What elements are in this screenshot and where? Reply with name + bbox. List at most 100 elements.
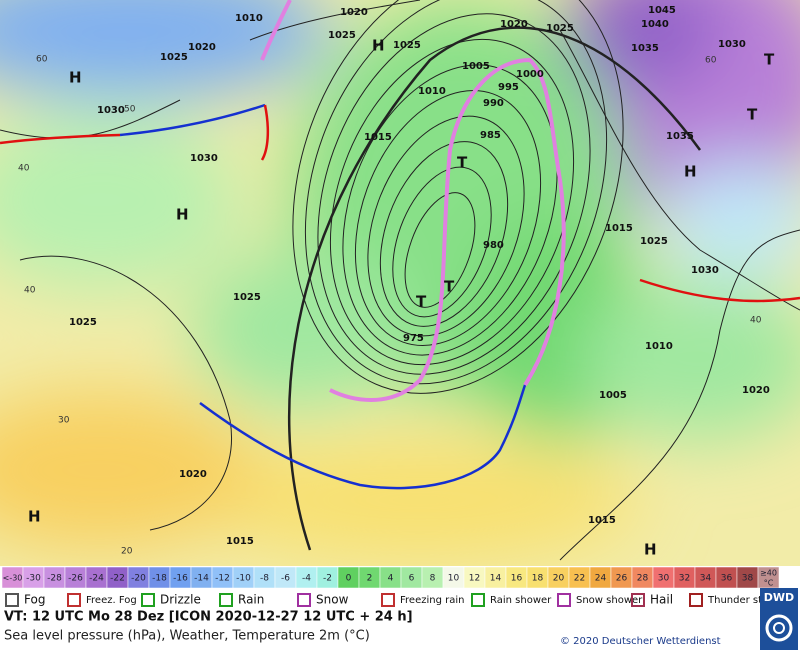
legend-label: Snow shower — [576, 595, 643, 606]
colorbar-label: -16 — [173, 574, 188, 584]
colorbar-label: -2 — [323, 574, 332, 584]
isobar-label: 1030 — [190, 153, 218, 164]
temperature-label: 40 — [750, 316, 762, 326]
temperature-field — [0, 0, 800, 560]
colorbar-label: 28 — [637, 574, 649, 584]
isobar-label: 1020 — [500, 19, 528, 30]
low-pressure: T — [444, 278, 455, 296]
colorbar-label: 16 — [511, 574, 523, 584]
copyright: © 2020 Deutscher Wetterdienst — [560, 636, 721, 647]
logo-swirl — [765, 614, 793, 642]
temperature-label: 40 — [18, 164, 30, 174]
legend-symbol — [471, 593, 485, 607]
map-labels: 1010 1020 1020 1025 1025 1025 1020 1025 … — [18, 5, 775, 559]
temperature-blob — [560, 0, 720, 90]
isobar-label: 1020 — [179, 469, 207, 480]
legend-label: Drizzle — [160, 593, 201, 607]
temperature-blob — [190, 250, 410, 410]
colorbar-label: -30 — [26, 574, 41, 584]
weather-legend: Fog Freez. Fog Drizzle Rain Snow Freezing rai… — [5, 593, 782, 607]
legend-label: Thunder storm — [707, 595, 782, 606]
isobar-label: 1015 — [605, 223, 633, 234]
isobar-label: 1025 — [546, 23, 574, 34]
isobar-label: 1015 — [364, 132, 392, 143]
isobar — [317, 13, 591, 375]
legend-symbol — [557, 593, 571, 607]
isobar-label: 1010 — [235, 13, 263, 24]
isobar-label: 1035 — [666, 131, 694, 142]
isobar-label: 980 — [483, 240, 504, 251]
isobar-label: 1035 — [631, 43, 659, 54]
isobar-label: 1025 — [393, 40, 421, 51]
colorbar-label: 20 — [553, 574, 565, 584]
temperature-label: 20 — [121, 547, 133, 557]
colorbar-label: 12 — [469, 574, 480, 584]
high-pressure: H — [28, 508, 41, 526]
valid-time: VT: 12 UTC Mo 28 Dez [ICON 2020-12-27 12… — [4, 610, 413, 625]
colorbar-label: 18 — [532, 574, 544, 584]
legend-label: Snow — [316, 593, 349, 607]
isobar-label: 1030 — [97, 105, 125, 116]
map-area — [0, 0, 800, 566]
legend-symbol — [689, 593, 703, 607]
isobar-label: 1015 — [588, 515, 616, 526]
isobar — [404, 192, 476, 308]
colorbar-label: -10 — [236, 574, 251, 584]
isobar-label: 1020 — [340, 7, 368, 18]
low-pressure: T — [747, 106, 758, 124]
colorbar-label: -22 — [110, 574, 125, 584]
isobar-label: 1025 — [160, 52, 188, 63]
isobar — [249, 0, 800, 311]
colorbar-label: -14 — [194, 574, 209, 584]
colorbar-label: 4 — [388, 574, 394, 584]
fronts — [0, 0, 800, 490]
isobar-label: 1005 — [462, 61, 490, 72]
isobar — [0, 99, 800, 561]
legend-symbol — [5, 593, 19, 607]
colorbar-label: 8 — [430, 574, 436, 584]
temperature-label: 50 — [124, 105, 136, 115]
temperature-label: 60 — [36, 55, 48, 65]
legend-label: Freez. Fog — [86, 595, 137, 606]
colorbar-label: -6 — [281, 574, 290, 584]
colorbar-label: -18 — [152, 574, 167, 584]
isobar-label: 1045 — [648, 5, 676, 16]
colorbar-label: 36 — [721, 574, 733, 584]
isobar-label: 1040 — [641, 19, 669, 30]
colorbar-label: -8 — [260, 574, 269, 584]
colorbar-label: <-30 — [3, 574, 23, 583]
colorbar-label: 38 — [742, 574, 754, 584]
temperature-blob — [660, 160, 800, 280]
isobar-label: 1010 — [418, 86, 446, 97]
colorbar-unit: °C — [764, 579, 774, 588]
temperature-blob — [200, 440, 640, 560]
low-pressure: T — [764, 51, 775, 69]
isobar — [392, 166, 492, 318]
colorbar-label: -24 — [89, 574, 104, 584]
low-pressure: T — [457, 154, 468, 172]
temperature-label: 60 — [705, 56, 717, 66]
isobar-label: 1005 — [599, 390, 627, 401]
cold-front — [119, 103, 266, 137]
legend-symbol — [67, 593, 81, 607]
legend-symbol — [631, 593, 645, 607]
isobar — [367, 115, 525, 337]
colorbar-label: 30 — [658, 574, 670, 584]
colorbar-label: -28 — [47, 574, 62, 584]
temperature-blob — [580, 280, 800, 440]
logo-swirl — [773, 622, 785, 634]
temperature-label: 30 — [58, 416, 70, 426]
temperature-blob — [0, 390, 260, 550]
isobar — [354, 90, 542, 346]
isobar-label: 995 — [498, 82, 519, 93]
temperature-blob — [0, 110, 240, 290]
colorbar-label: 24 — [595, 574, 607, 584]
high-pressure: H — [69, 69, 82, 87]
colorbar-label: 32 — [679, 574, 690, 584]
high-pressure: H — [372, 37, 385, 55]
colorbar-label: 34 — [700, 574, 712, 584]
isobar-label: 1030 — [718, 39, 746, 50]
